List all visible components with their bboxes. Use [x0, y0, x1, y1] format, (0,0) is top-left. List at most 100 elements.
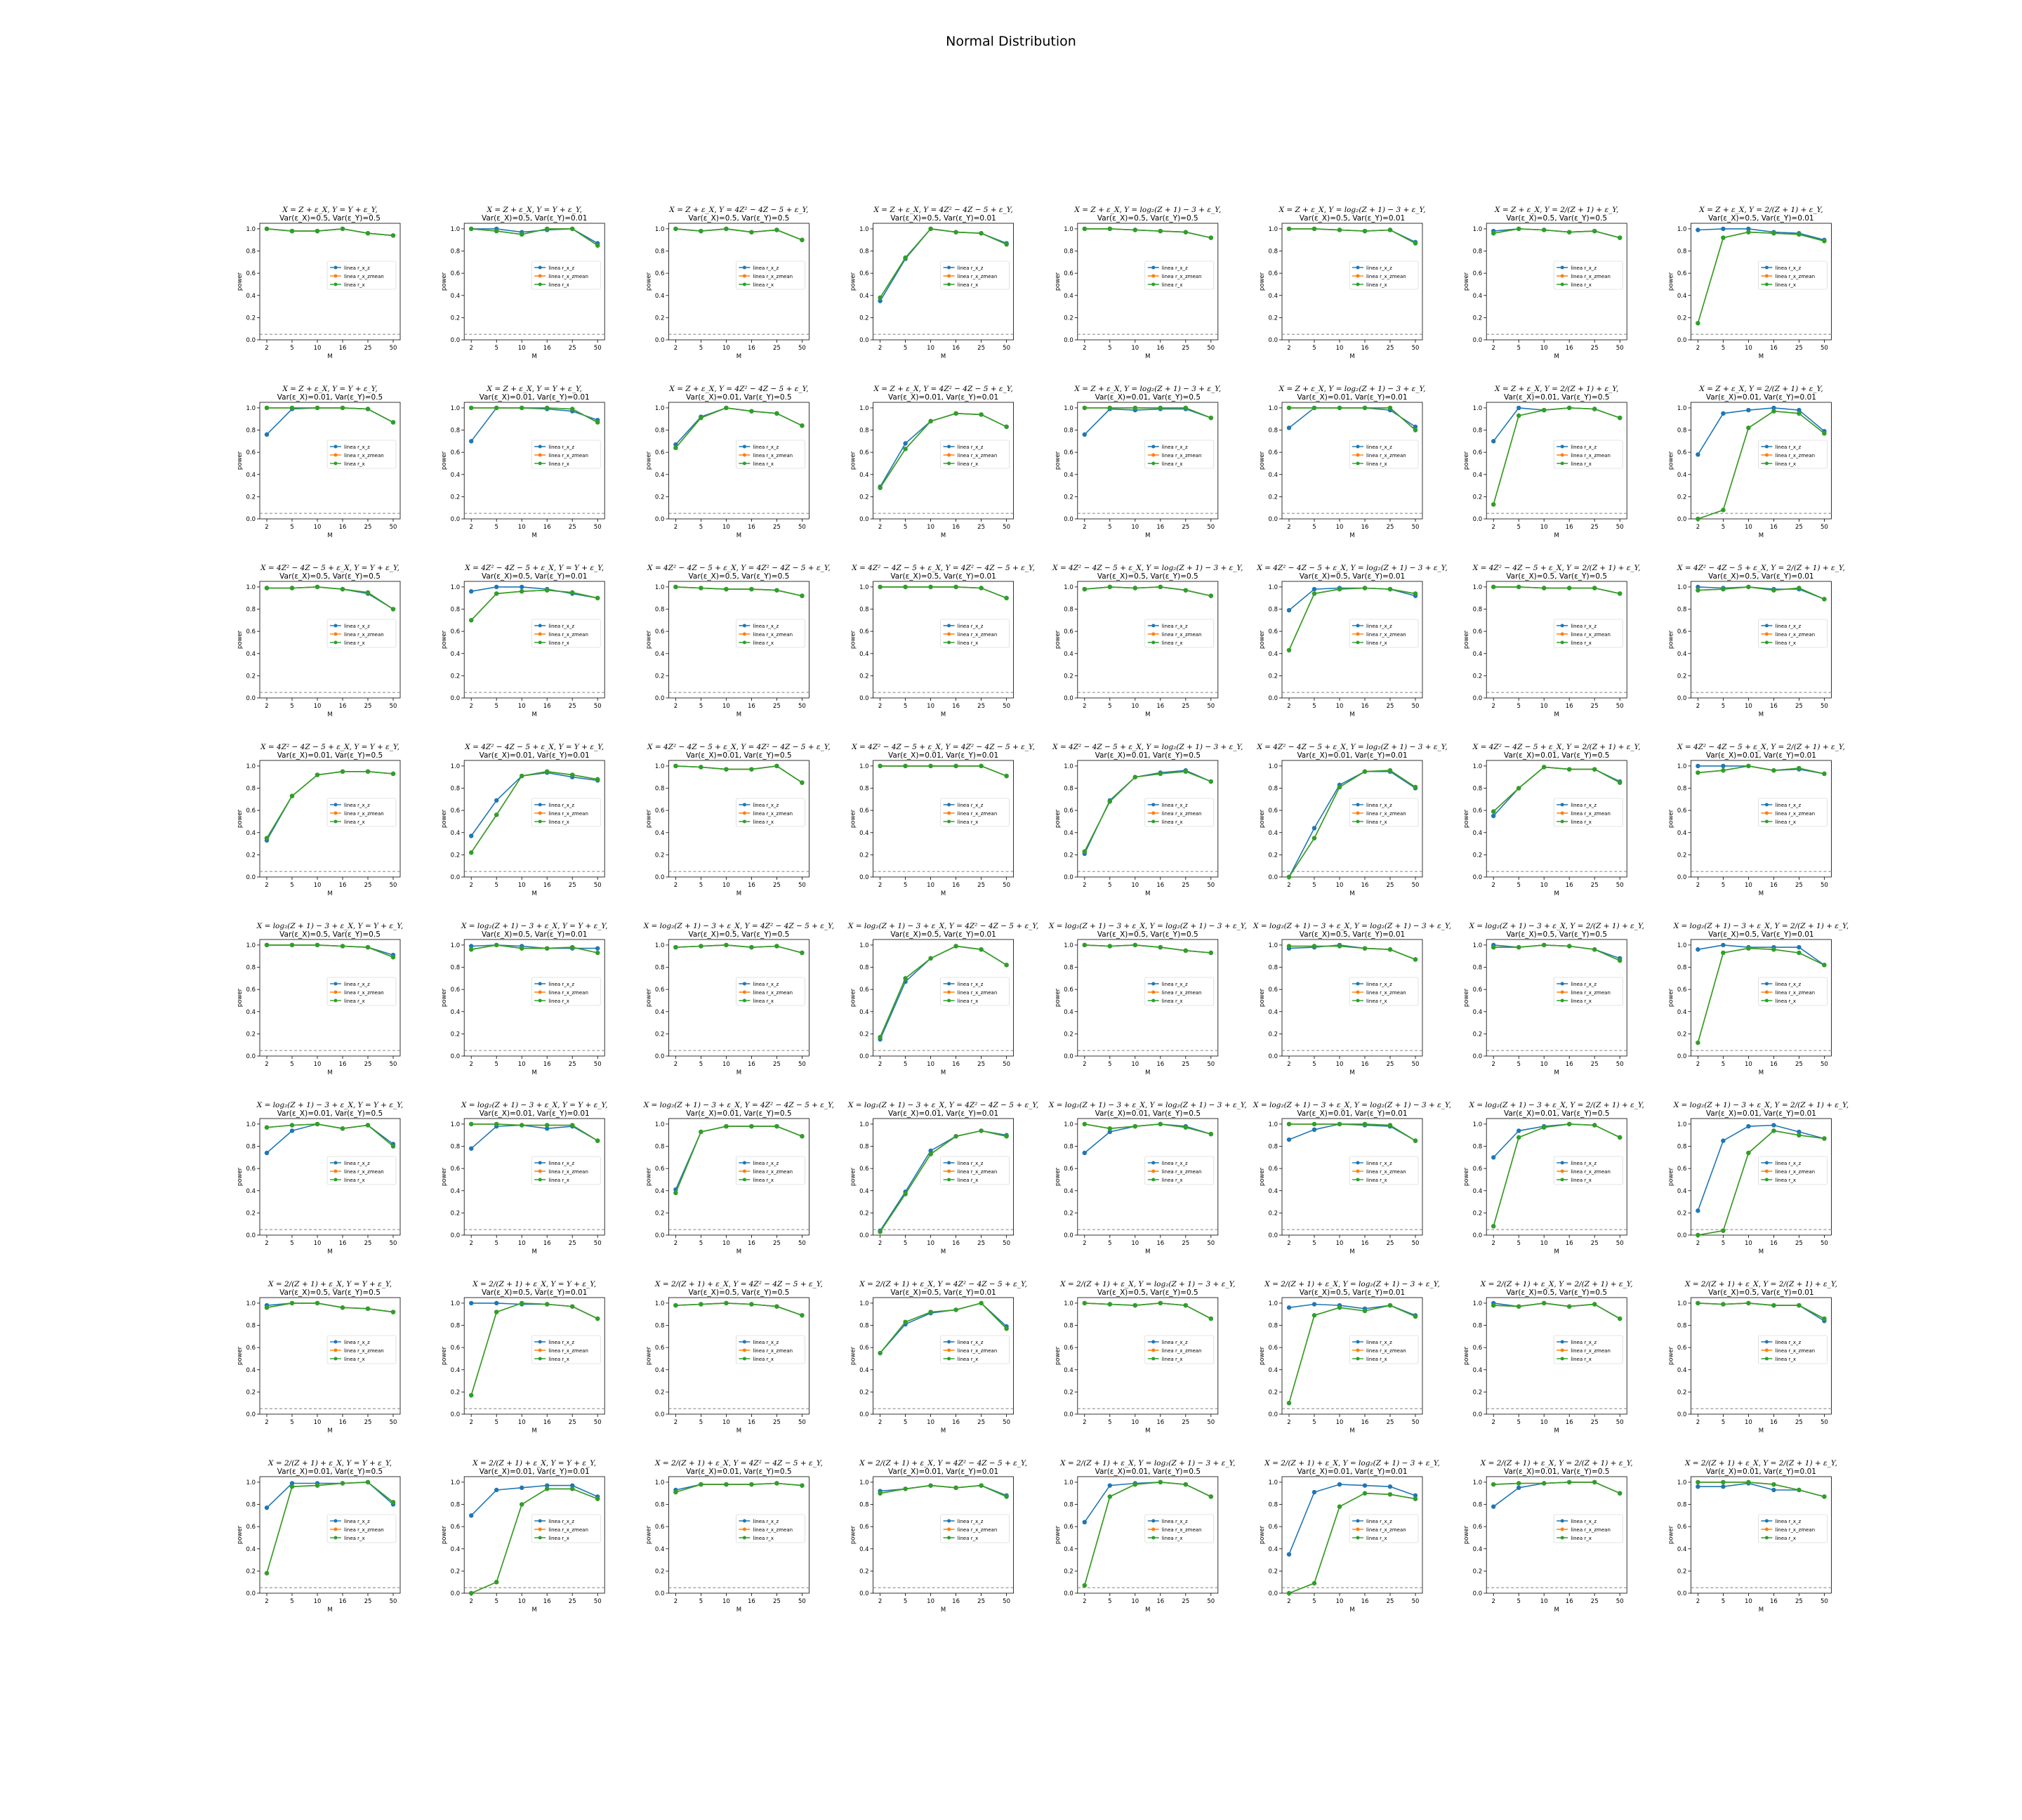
data-point — [1004, 1134, 1009, 1139]
data-point — [1771, 409, 1776, 414]
data-point — [545, 1486, 550, 1491]
y-tick-label: 0.4 — [859, 1546, 869, 1553]
subplot-title: X = 2/(Z + 1) + ε_X, Y = 2/(Z + 1) + ε_Y… — [1480, 1459, 1633, 1468]
data-point — [774, 588, 779, 593]
axes-frame — [1281, 1476, 1423, 1594]
x-tick-label: 5 — [699, 1598, 703, 1605]
y-tick-label: 0.0 — [655, 1411, 665, 1418]
x-tick-label: 2 — [1696, 345, 1700, 352]
x-tick-label: 16 — [1361, 1240, 1369, 1247]
legend-entry: linea r_x_z — [753, 1519, 779, 1524]
y-tick-label: 0.0 — [859, 1053, 869, 1060]
x-tick-label: 5 — [1108, 703, 1111, 710]
y-tick-label: 0.0 — [859, 1411, 869, 1418]
legend-entry: linea r_x — [1571, 640, 1592, 646]
data-point — [928, 584, 933, 590]
x-tick-label: 50 — [1412, 1240, 1420, 1247]
y-tick-label: 0.4 — [1268, 830, 1278, 837]
legend-entry: linea r_x_z — [1775, 624, 1801, 629]
x-tick-label: 2 — [469, 1598, 473, 1605]
subplot-subtitle: Var(ε_X)=0.5, Var(ε_Y)=0.5 — [1097, 930, 1198, 939]
y-tick-label: 0.0 — [1473, 1590, 1483, 1597]
legend-swatch-marker — [1560, 632, 1564, 636]
x-tick-label: 10 — [314, 703, 322, 710]
legend-entry: linea r_x_zmean — [548, 990, 588, 996]
data-point — [1208, 1131, 1214, 1137]
subplot-subtitle: Var(ε_X)=0.01, Var(ε_Y)=0.01 — [1297, 393, 1407, 402]
x-axis-label: M — [532, 1248, 537, 1255]
y-tick-label: 0.4 — [859, 472, 869, 479]
subplot-subtitle: Var(ε_X)=0.01, Var(ε_Y)=0.5 — [1504, 751, 1609, 760]
legend-swatch-marker — [1356, 453, 1360, 457]
data-point — [724, 767, 729, 772]
y-tick-label: 0.4 — [1064, 830, 1073, 837]
x-axis-label: M — [941, 353, 946, 360]
data-point — [1797, 950, 1802, 956]
y-tick-label: 1.0 — [246, 763, 256, 770]
y-tick-label: 0.2 — [1677, 1389, 1687, 1396]
legend-swatch-marker — [333, 811, 338, 815]
x-tick-label: 50 — [1003, 1598, 1010, 1605]
y-axis-label: power — [237, 630, 244, 649]
y-tick-label: 0.4 — [451, 472, 461, 479]
x-tick-label: 25 — [1795, 1598, 1803, 1605]
subplot: X = 4Z² − 4Z − 5 + ε_X, Y = 4Z² − 4Z − 5… — [645, 564, 830, 718]
data-point — [1413, 1138, 1418, 1143]
y-tick-label: 0.2 — [859, 1031, 869, 1038]
legend-swatch-marker — [333, 282, 338, 286]
data-point — [749, 767, 754, 772]
x-tick-label: 5 — [494, 1598, 498, 1605]
data-point — [1491, 439, 1496, 444]
data-point — [1592, 767, 1597, 772]
x-tick-label: 10 — [927, 345, 934, 352]
y-axis-label: power — [1463, 1525, 1470, 1544]
x-axis-label: M — [736, 532, 741, 539]
legend-swatch-marker — [1764, 998, 1769, 1003]
data-point — [365, 944, 371, 950]
subplot-title: X = 2/(Z + 1) + ε_X, Y = log₂(Z + 1) − 3… — [1264, 1459, 1439, 1468]
data-point — [520, 773, 524, 779]
data-point — [1286, 1552, 1292, 1557]
x-tick-label: 2 — [469, 1240, 473, 1247]
data-point — [928, 226, 933, 232]
x-tick-label: 2 — [1083, 703, 1086, 710]
legend-swatch-marker — [947, 274, 951, 278]
y-tick-label: 0.4 — [655, 293, 665, 300]
y-tick-label: 0.4 — [1677, 830, 1687, 837]
data-point — [494, 942, 499, 948]
data-point — [1491, 584, 1496, 590]
x-tick-label: 25 — [1795, 345, 1803, 352]
y-tick-label: 0.8 — [246, 965, 256, 972]
y-tick-label: 0.4 — [1677, 651, 1687, 658]
data-point — [264, 1125, 270, 1130]
subplot: X = Z + ε_X, Y = Y + ε_Y,Var(ε_X)=0.5, V… — [441, 206, 605, 360]
y-tick-label: 0.2 — [655, 1389, 665, 1396]
data-point — [1542, 407, 1547, 413]
x-axis-label: M — [532, 890, 537, 897]
data-point — [595, 595, 600, 600]
y-tick-label: 0.8 — [1268, 1323, 1278, 1330]
legend-entry: linea r_x_z — [344, 444, 370, 450]
legend-swatch-marker — [333, 453, 338, 457]
y-tick-label: 0.4 — [1677, 293, 1687, 300]
x-tick-label: 10 — [1131, 1419, 1139, 1426]
subplot: X = 4Z² − 4Z − 5 + ε_X, Y = log₂(Z + 1) … — [1052, 743, 1243, 897]
y-axis-label: power — [1463, 809, 1470, 828]
legend-entry: linea r_x_z — [344, 1340, 370, 1345]
subplot-title: X = log₂(Z + 1) − 3 + ε_X, Y = Y + ε_Y, — [461, 1101, 607, 1109]
data-point — [1413, 1496, 1418, 1501]
x-tick-label: 5 — [494, 703, 498, 710]
x-tick-label: 50 — [1412, 1598, 1420, 1605]
subplot-subtitle: Var(ε_X)=0.5, Var(ε_Y)=0.01 — [1708, 214, 1813, 223]
subplot-title: X = 4Z² − 4Z − 5 + ε_X, Y = 4Z² − 4Z − 5… — [647, 564, 831, 572]
data-point — [1286, 226, 1292, 232]
legend-swatch-marker — [1560, 444, 1564, 449]
x-tick-label: 16 — [1566, 1061, 1573, 1068]
x-tick-label: 10 — [1745, 1061, 1752, 1068]
x-tick-label: 2 — [265, 524, 268, 531]
legend-entry: linea r_x — [753, 819, 774, 825]
axes-frame — [463, 581, 605, 699]
y-tick-label: 0.0 — [1268, 1232, 1278, 1239]
legend-swatch-marker — [742, 998, 746, 1003]
data-point — [953, 763, 958, 769]
